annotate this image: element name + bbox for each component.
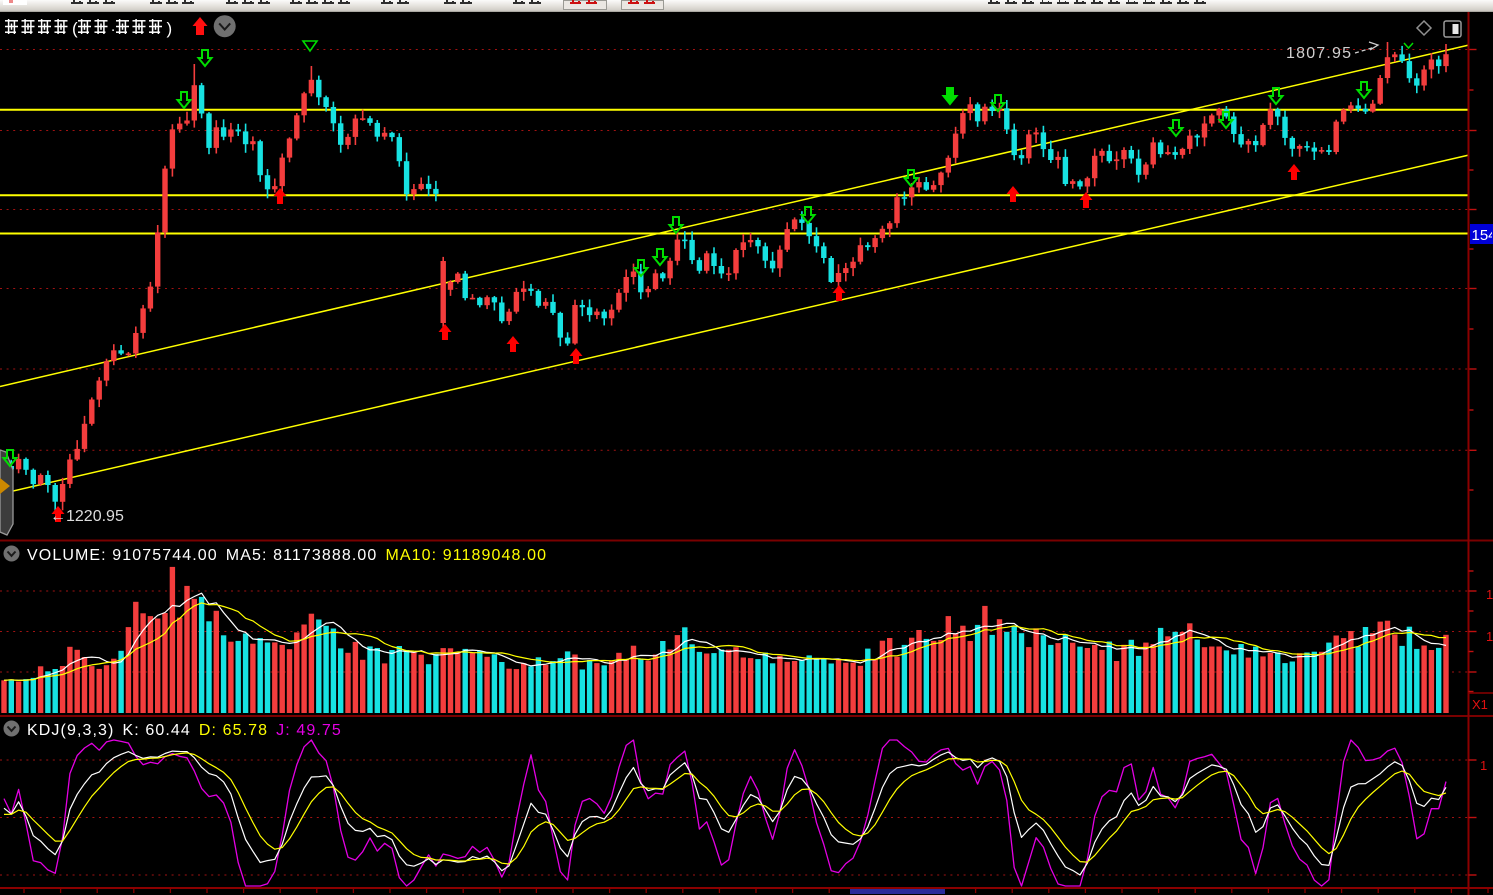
svg-text:←1220.95: ←1220.95 bbox=[50, 508, 124, 525]
svg-text:): ) bbox=[167, 19, 173, 38]
svg-text:.: . bbox=[111, 18, 115, 35]
svg-text:1546: 1546 bbox=[1472, 227, 1493, 244]
svg-text:KDJ(9,3,3)K: 60.44D: 65.78J: 4: KDJ(9,3,3) K: 60.44 D: 65.78 J: 49.75 bbox=[27, 722, 342, 739]
svg-text:10: 10 bbox=[1486, 629, 1493, 644]
svg-text:1: 1 bbox=[1480, 758, 1487, 773]
svg-text:X1: X1 bbox=[1472, 697, 1488, 712]
svg-text:(: ( bbox=[72, 19, 78, 38]
svg-text:1807.95: 1807.95 bbox=[1286, 45, 1352, 62]
svg-text:10: 10 bbox=[1486, 587, 1493, 602]
